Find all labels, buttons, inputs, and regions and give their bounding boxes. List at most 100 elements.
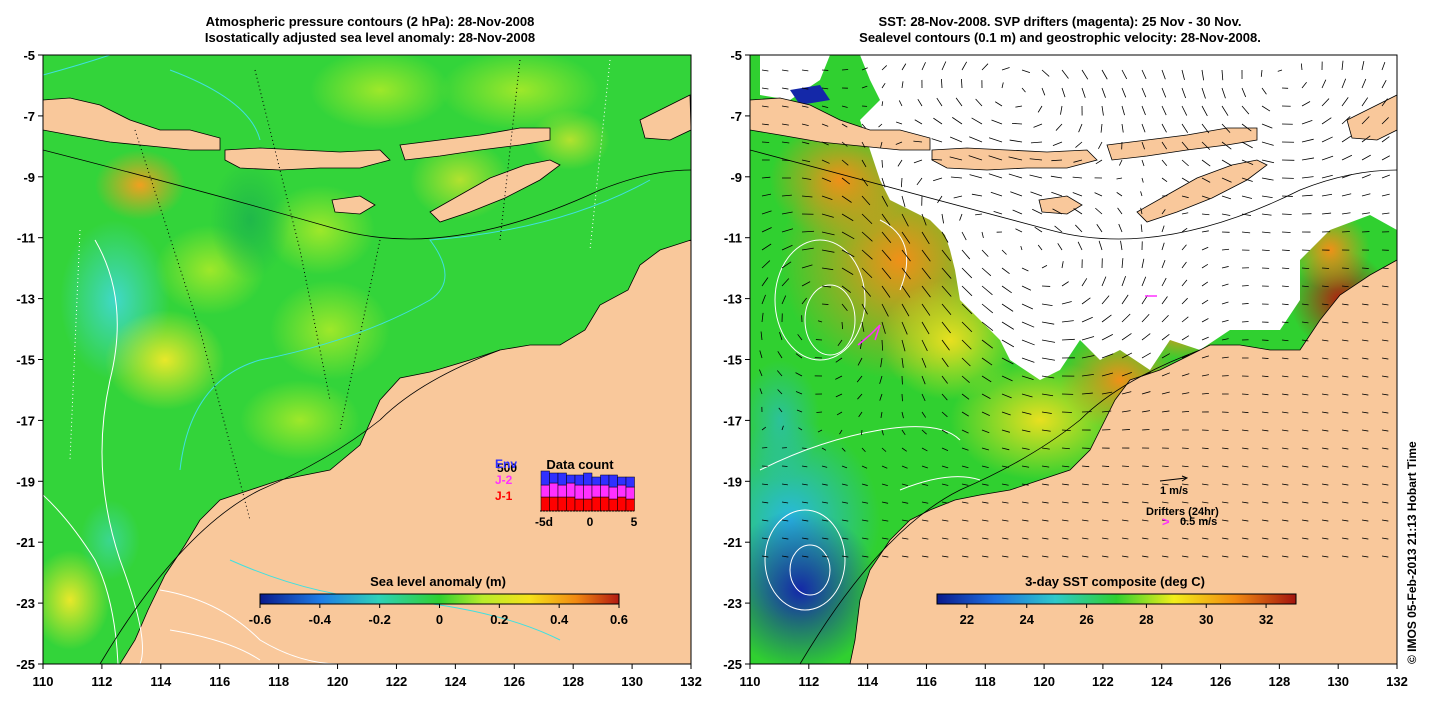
data-count-bar-0-j1 — [540, 496, 550, 512]
data-count-bar-10-j2 — [625, 486, 635, 500]
right-lon-tick-6: 122 — [1092, 674, 1114, 689]
left-colorbar-tick-1: -0.4 — [309, 612, 332, 627]
right-axes: 110 112 114 116 118 120 122 124 126 128 130 132 -5 -7… — [723, 48, 1408, 689]
right-lat-tick-2: -9 — [730, 170, 742, 185]
left-lat-tick-5: -15 — [16, 353, 35, 368]
data-count-bar-3-env — [566, 474, 576, 484]
right-lat-tick-5: -15 — [723, 353, 742, 368]
right-lon-tick-8: 126 — [1210, 674, 1232, 689]
left-colorbar-tick-6: 0.6 — [610, 612, 628, 627]
left-lat-tick-7: -19 — [16, 474, 35, 489]
data-count-bar-4-env — [574, 474, 584, 486]
data-count-xtick-2: 5 — [631, 515, 638, 529]
left-lon-tick-2: 114 — [150, 674, 172, 689]
data-count-bar-0-j2 — [540, 484, 550, 498]
data-count-bar-3-j1 — [566, 496, 576, 512]
data-count-bar-7-j2 — [600, 484, 610, 498]
left-lon-tick-7: 124 — [445, 674, 467, 689]
left-island-sumba — [331, 195, 376, 215]
right-lon-tick-11: 132 — [1386, 674, 1408, 689]
data-count-bar-6-j2 — [591, 484, 601, 498]
geostrophic-velocity-arrows — [759, 60, 1390, 558]
right-lon-tick-0: 110 — [740, 674, 761, 689]
right-lat-tick-6: -17 — [723, 413, 742, 428]
data-count-bar-8-j2 — [608, 486, 618, 500]
legend-j2: J-2 — [495, 473, 513, 487]
data-count-bar-2-j1 — [557, 496, 567, 512]
right-lat-tick-9: -23 — [723, 596, 742, 611]
left-island-flores — [399, 127, 551, 161]
right-colorbar-tick-0: 22 — [960, 612, 974, 627]
right-colorbar-label: 3-day SST composite (deg C) — [1025, 574, 1205, 589]
right-island-java — [750, 97, 931, 151]
data-count-bar-5-j1 — [583, 498, 593, 512]
data-count-bar-10-env — [625, 476, 635, 488]
right-lon-tick-2: 114 — [857, 674, 879, 689]
left-lon-tick-8: 126 — [503, 674, 525, 689]
right-lon-tick-10: 130 — [1327, 674, 1349, 689]
right-island-timor — [1136, 159, 1268, 223]
data-count-bar-1-env — [549, 472, 559, 484]
left-title-line2: Isostatically adjusted sea level anomaly… — [204, 30, 536, 45]
left-island-timor — [429, 159, 561, 223]
data-count-xtick-1: 0 — [587, 515, 594, 529]
right-island-bali-lombok — [931, 147, 1098, 171]
right-colorbar: 3-day SST composite (deg C) 22 24 26 28 30 32 — [936, 574, 1297, 627]
data-count-bar-5-env — [583, 472, 593, 486]
right-lat-tick-8: -21 — [723, 535, 742, 550]
left-lon-tick-3: 116 — [209, 674, 230, 689]
left-island-java — [43, 97, 221, 151]
data-count-title: Data count — [546, 457, 614, 472]
legend-env: Env — [495, 457, 517, 471]
right-panel-title: SST: 28-Nov-2008. SVP drifters (magenta)… — [760, 14, 1360, 46]
left-colorbar-tick-0: -0.6 — [249, 612, 271, 627]
left-colorbar-tick-4: 0.2 — [490, 612, 508, 627]
imos-credit: © IMOS 05-Feb-2013 21:13 Hobart Time — [1405, 441, 1419, 664]
drifter-track — [857, 324, 881, 346]
right-lon-tick-7: 124 — [1151, 674, 1173, 689]
data-count-bar-9-env — [617, 476, 627, 486]
data-count-bar-3-j2 — [566, 482, 576, 498]
left-australia-land — [119, 239, 691, 664]
data-count-bar-5-j2 — [583, 484, 593, 500]
data-count-ymax: 500 — [497, 461, 517, 475]
cloud-mask — [860, 55, 1397, 380]
data-count-bar-4-j2 — [574, 484, 584, 500]
left-colorbar-tick-2: -0.2 — [368, 612, 390, 627]
right-lon-tick-5: 120 — [1033, 674, 1055, 689]
right-lon-tick-1: 112 — [798, 674, 819, 689]
data-count-bar-10-j1 — [625, 498, 635, 512]
right-map — [750, 55, 1397, 664]
data-count-bar-7-j1 — [600, 496, 610, 512]
left-map — [43, 55, 691, 664]
right-title-line1: SST: 28-Nov-2008. SVP drifters (magenta)… — [878, 14, 1242, 29]
legend-j1: J-1 — [495, 489, 513, 503]
drifters-legend-symbol: > — [1162, 514, 1170, 529]
data-count-bar-2-env — [557, 472, 567, 486]
left-lon-tick-11: 132 — [680, 674, 702, 689]
data-count-bar-6-j1 — [591, 496, 601, 512]
velocity-legend-label: 1 m/s — [1160, 485, 1188, 497]
left-lat-tick-2: -9 — [23, 170, 35, 185]
left-lat-tick-4: -13 — [16, 292, 35, 307]
right-title-line2: Sealevel contours (0.1 m) and geostrophi… — [859, 30, 1261, 45]
right-island-east — [1346, 94, 1397, 141]
left-island-bali-lombok — [224, 147, 391, 171]
right-colorbar-tick-1: 24 — [1020, 612, 1035, 627]
right-lat-tick-7: -19 — [723, 474, 742, 489]
right-australia-land — [849, 259, 1397, 664]
data-count-bar-7-env — [600, 474, 610, 486]
right-colorbar-tick-3: 28 — [1139, 612, 1153, 627]
left-lat-tick-3: -11 — [17, 231, 35, 246]
data-count-bar-9-j1 — [617, 496, 627, 512]
left-lon-tick-6: 122 — [386, 674, 408, 689]
right-colorbar-tick-2: 26 — [1079, 612, 1093, 627]
left-lat-tick-6: -17 — [16, 413, 35, 428]
left-title-line1: Atmospheric pressure contours (2 hPa): 2… — [205, 14, 535, 29]
left-colorbar-tick-3: 0 — [436, 612, 443, 627]
drifters-legend-speed: 0.5 m/s — [1180, 516, 1217, 528]
right-lon-tick-4: 118 — [975, 674, 996, 689]
left-colorbar: Sea level anomaly (m) -0.6 -0.4 -0.2 0 0.2 0.… — [249, 574, 628, 627]
left-colorbar-label: Sea level anomaly (m) — [370, 574, 506, 589]
